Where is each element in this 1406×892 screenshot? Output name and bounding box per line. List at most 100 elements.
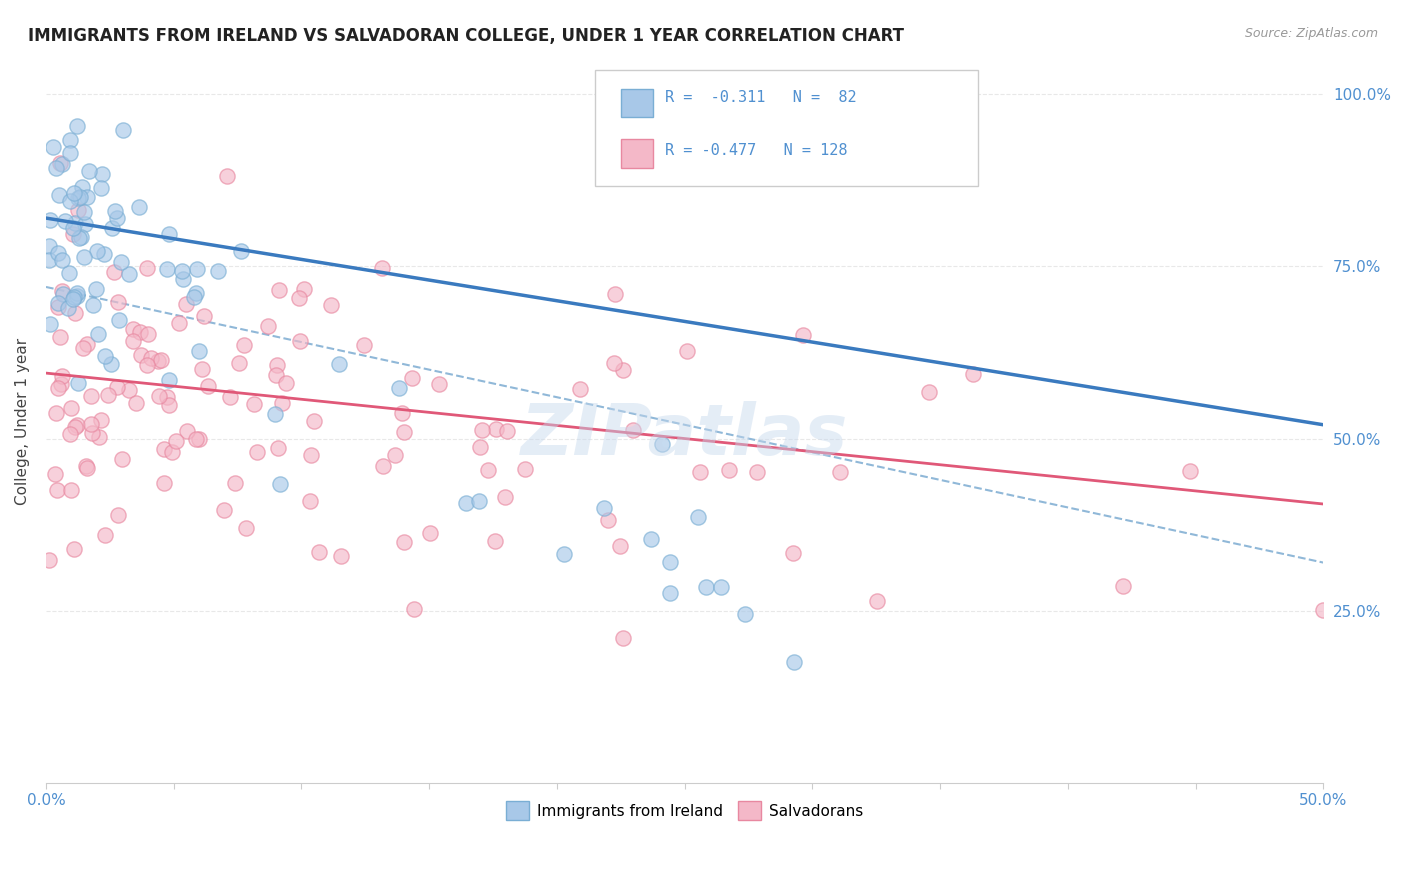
Point (76, 190, 98, 204)
Point (66, 285, 89, 300)
Point (38, 317, 60, 331)
Point (792, 327, 814, 342)
Point (651, 436, 673, 450)
Point (734, 607, 756, 622)
Point (266, 358, 288, 372)
Y-axis label: College, Under 1 year: College, Under 1 year (15, 338, 30, 505)
Point (294, 282, 316, 296)
Point (605, 287, 627, 301)
Point (44, 467, 66, 482)
Point (118, 267, 141, 281)
Point (1111, 579, 1133, 593)
Point (103, 265, 125, 279)
Point (93, 246, 115, 260)
Point (79, 388, 101, 402)
Point (612, 631, 634, 645)
Point (269, 477, 291, 491)
Point (456, 496, 478, 510)
Point (67, 231, 90, 245)
Point (90, 181, 112, 195)
Point (695, 580, 717, 594)
Point (63, 290, 86, 304)
Point (149, 353, 172, 368)
Point (496, 424, 519, 438)
Point (67, 203, 90, 218)
Point (73, 205, 96, 219)
Point (186, 286, 208, 301)
Point (66, 376, 89, 391)
Point (46, 483, 69, 498)
Point (246, 445, 269, 459)
Point (183, 290, 205, 304)
Point (266, 441, 288, 455)
Point (962, 367, 984, 381)
Point (319, 298, 342, 312)
Point (69, 190, 91, 204)
Point (58, 266, 80, 280)
Point (392, 534, 415, 549)
Point (70, 180, 93, 194)
Point (51, 369, 73, 384)
Point (484, 534, 506, 549)
Point (427, 376, 450, 391)
Point (371, 458, 394, 473)
Point (371, 260, 394, 275)
Point (553, 547, 575, 561)
Point (388, 381, 411, 395)
Point (267, 283, 290, 297)
Point (609, 539, 631, 553)
Point (63, 541, 86, 556)
Point (212, 502, 235, 516)
Point (58, 301, 80, 316)
Point (917, 384, 939, 399)
Point (153, 442, 176, 456)
Point (157, 227, 180, 242)
Point (121, 322, 143, 336)
Point (59, 483, 82, 497)
Point (394, 425, 416, 440)
Point (45, 161, 67, 176)
Point (62, 227, 84, 242)
Point (75, 459, 97, 474)
Point (1178, 464, 1201, 478)
Point (264, 368, 287, 383)
Point (80, 425, 103, 440)
Point (689, 465, 711, 479)
Point (48, 187, 70, 202)
Point (48, 381, 70, 395)
Point (117, 383, 139, 397)
Text: ZIPatlas: ZIPatlas (522, 401, 848, 470)
Point (243, 396, 266, 410)
Point (122, 334, 145, 348)
Point (172, 264, 194, 278)
Point (174, 296, 197, 310)
Text: R =  -0.311   N =  82: R = -0.311 N = 82 (665, 90, 858, 105)
Point (471, 423, 494, 437)
Point (59, 133, 82, 147)
Point (401, 370, 423, 384)
Point (67, 191, 90, 205)
FancyBboxPatch shape (595, 70, 979, 186)
Point (156, 390, 179, 404)
Point (49, 376, 72, 391)
Point (63, 186, 86, 201)
Point (866, 593, 889, 607)
Point (97, 388, 120, 402)
Point (146, 354, 169, 368)
Point (710, 580, 733, 594)
Point (186, 262, 208, 277)
Point (46, 301, 69, 315)
Point (72, 341, 94, 355)
Point (157, 398, 180, 412)
Point (419, 525, 441, 540)
Point (52, 287, 75, 301)
Point (298, 494, 321, 508)
Point (38, 553, 60, 567)
Point (104, 204, 127, 219)
Point (288, 291, 311, 305)
Point (495, 490, 517, 504)
Text: Source: ZipAtlas.com: Source: ZipAtlas.com (1244, 27, 1378, 40)
Point (136, 358, 159, 372)
Point (125, 396, 148, 410)
Point (391, 406, 413, 420)
